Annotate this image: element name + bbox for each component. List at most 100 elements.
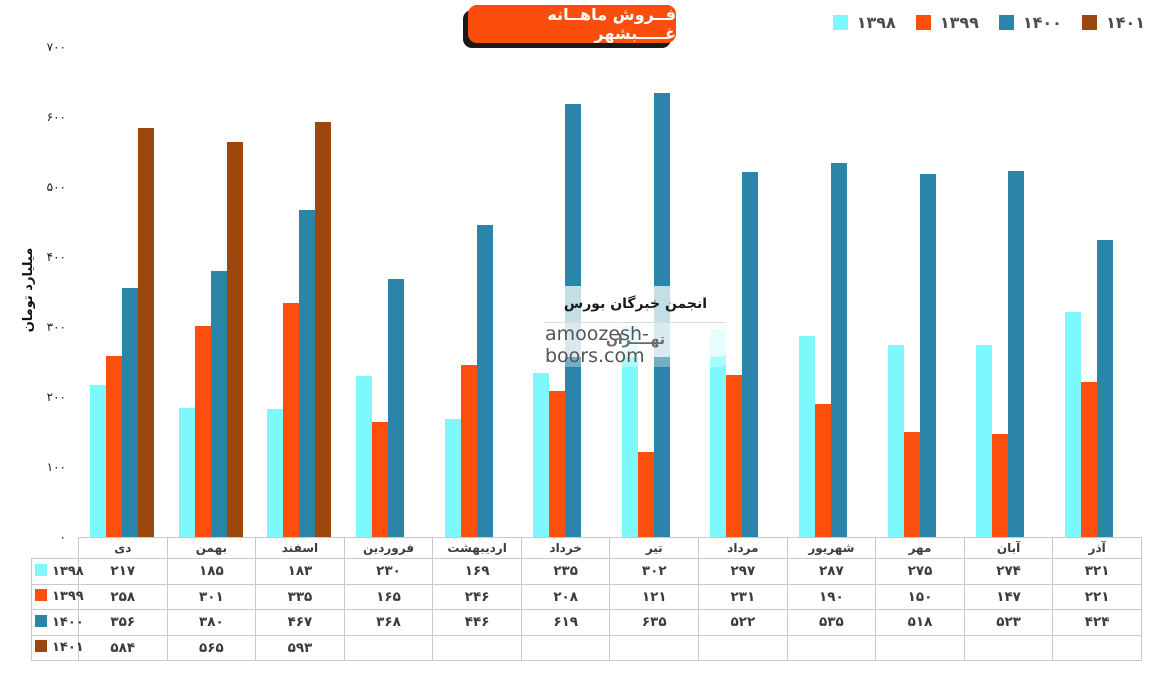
bar-۱۳۹۹-دی bbox=[106, 356, 123, 537]
table-cell: ۳۲۱ bbox=[1052, 558, 1142, 585]
table-cell: ۲۰۸ bbox=[520, 583, 611, 610]
bar-۱۳۹۹-مرداد bbox=[726, 375, 743, 537]
legend-swatch-icon bbox=[915, 15, 931, 30]
table-cell: ۳۰۱ bbox=[166, 583, 257, 610]
legend-label: ۱۳۹۹ bbox=[939, 13, 979, 32]
table-cell bbox=[963, 634, 1054, 661]
legend-swatch-icon bbox=[832, 15, 848, 30]
bar-۱۴۰۰-مرداد bbox=[742, 171, 759, 537]
table-cell: ۲۱۷ bbox=[78, 558, 168, 585]
bar-۱۴۰۰-شهریور bbox=[830, 162, 847, 537]
table-cell: ۱۶۹ bbox=[432, 558, 522, 585]
table-row: ۱۳۹۹ ۲۵۸ ۳۰۱ ۳۳۵ ۱۶۵ ۲۴۶ ۲۰۸ ۱۲۱ ۲۳۱ ۱۹۰ ۱۵۰ ۱۴۷ ۲۲۱ bbox=[31, 583, 1142, 610]
table-cell: ۲۵۸ bbox=[78, 583, 168, 610]
data-table: دی بهمن اسفند فروردین اردیبهشت خرداد تیر مرداد ش… bbox=[31, 537, 1142, 661]
watermark: انجمن خبرگان بورس تهــــران amoozesh-boo… bbox=[545, 286, 726, 367]
table-cell: ۵۳۵ bbox=[786, 609, 877, 636]
bar-۱۳۹۸-فروردین bbox=[356, 376, 373, 537]
y-axis-tick: ۰ bbox=[59, 530, 66, 544]
bar-۱۳۹۹-مهر bbox=[903, 432, 920, 537]
table-row: ۱۴۰۱ ۵۸۴ ۵۶۵ ۵۹۳ bbox=[31, 634, 1142, 661]
month-header-cell: شهریور bbox=[786, 537, 877, 559]
bar-۱۴۰۰-آبان bbox=[1008, 170, 1025, 537]
table-cell: ۲۹۷ bbox=[698, 558, 788, 585]
year-swatch-icon bbox=[35, 640, 47, 653]
legend-label: ۱۴۰۰ bbox=[1022, 13, 1062, 32]
watermark-line2: amoozesh-boors.com bbox=[545, 323, 726, 367]
table-cell: ۵۲۳ bbox=[963, 609, 1054, 636]
chart-title-text: فــروش ماهــانه غـــــبشهر bbox=[547, 5, 676, 43]
bar-۱۴۰۰-اردیبهشت bbox=[476, 224, 493, 537]
bar-۱۳۹۸-آبان bbox=[976, 345, 993, 537]
bar-۱۴۰۰-فروردین bbox=[388, 279, 405, 537]
month-header-cell: مهر bbox=[875, 537, 965, 559]
table-cell: ۳۳۵ bbox=[255, 583, 345, 610]
legend-item: ۱۳۹۹ bbox=[915, 13, 979, 32]
month-header-cell: تیر bbox=[609, 537, 700, 559]
table-cell: ۵۱۸ bbox=[875, 609, 965, 636]
bar-۱۳۹۹-آبان bbox=[992, 434, 1009, 537]
table-cell bbox=[432, 634, 522, 661]
legend-item: ۱۳۹۸ bbox=[832, 13, 896, 32]
y-axis-tick: ۱۰۰ bbox=[46, 460, 66, 474]
table-cell bbox=[698, 634, 788, 661]
table-cell: ۵۸۴ bbox=[78, 634, 168, 661]
table-cell: ۲۴۶ bbox=[432, 583, 522, 610]
y-axis-tick: ۲۰۰ bbox=[46, 390, 66, 404]
year-label: ۱۴۰۰ bbox=[52, 614, 84, 630]
bar-۱۳۹۹-بهمن bbox=[194, 326, 211, 537]
table-corner-cell bbox=[32, 538, 79, 559]
legend-item: ۱۴۰۱ bbox=[1081, 13, 1145, 32]
table-row: ۱۴۰۰ ۳۵۶ ۳۸۰ ۴۶۷ ۳۶۸ ۴۴۶ ۶۱۹ ۶۳۵ ۵۲۲ ۵۳۵ ۵۱۸ ۵۲۳ ۴۲۴ bbox=[31, 609, 1142, 636]
table-cell bbox=[343, 634, 434, 661]
legend-label: ۱۴۰۱ bbox=[1105, 13, 1145, 32]
year-swatch-icon bbox=[35, 563, 47, 576]
y-axis-tick: ۴۰۰ bbox=[46, 250, 66, 264]
table-cell bbox=[520, 634, 611, 661]
bar-۱۳۹۸-خرداد bbox=[533, 372, 550, 537]
month-header-cell: بهمن bbox=[166, 537, 257, 559]
month-header-cell: فروردین bbox=[343, 537, 434, 559]
table-cell: ۱۸۳ bbox=[255, 558, 345, 585]
table-cell: ۱۴۷ bbox=[963, 583, 1054, 610]
bar-۱۳۹۸-مهر bbox=[887, 344, 904, 537]
year-label: ۱۳۹۹ bbox=[52, 589, 84, 605]
bar-۱۳۹۸-تیر bbox=[621, 325, 638, 537]
table-header-row: دی بهمن اسفند فروردین اردیبهشت خرداد تیر مرداد ش… bbox=[32, 537, 1142, 559]
table-cell: ۵۹۳ bbox=[255, 634, 345, 661]
table-cell: ۲۷۴ bbox=[963, 558, 1054, 585]
table-cell bbox=[875, 634, 965, 661]
y-axis-tick: ۷۰۰ bbox=[46, 40, 66, 54]
bar-۱۳۹۹-اسفند bbox=[283, 302, 300, 537]
bar-۱۳۹۸-اسفند bbox=[267, 408, 284, 537]
month-header-cell: دی bbox=[78, 537, 168, 559]
table-cell: ۳۸۰ bbox=[166, 609, 257, 636]
table-cell: ۴۶۷ bbox=[255, 609, 345, 636]
table-cell: ۱۵۰ bbox=[875, 583, 965, 610]
table-cell bbox=[1052, 634, 1142, 661]
table-cell: ۵۶۵ bbox=[166, 634, 257, 661]
year-row-label: ۱۴۰۰ bbox=[31, 609, 84, 636]
table-cell: ۲۸۷ bbox=[786, 558, 877, 585]
year-swatch-icon bbox=[35, 614, 47, 627]
table-cell: ۳۵۶ bbox=[78, 609, 168, 636]
table-row: ۱۳۹۸ ۲۱۷ ۱۸۵ ۱۸۳ ۲۳۰ ۱۶۹ ۲۳۵ ۳۰۲ ۲۹۷ ۲۸۷ ۲۷۵ ۲۷۴ ۳۲۱ bbox=[31, 558, 1142, 585]
bar-۱۴۰۰-بهمن bbox=[210, 271, 227, 537]
chart-title: فــروش ماهــانه غـــــبشهر bbox=[468, 5, 676, 43]
y-axis-tick: ۵۰۰ bbox=[46, 180, 66, 194]
bar-۱۴۰۰-اسفند bbox=[299, 210, 316, 537]
year-row-label: ۱۳۹۸ bbox=[31, 558, 84, 585]
month-header-cell: اسفند bbox=[255, 537, 345, 559]
month-header-cell: آبان bbox=[963, 537, 1054, 559]
table-cell: ۴۲۴ bbox=[1052, 609, 1142, 636]
bar-۱۴۰۱-بهمن bbox=[226, 141, 243, 537]
month-header-cell: آذر bbox=[1052, 537, 1142, 559]
bar-۱۴۰۰-دی bbox=[122, 287, 139, 537]
table-cell: ۶۱۹ bbox=[520, 609, 611, 636]
table-cell: ۱۶۵ bbox=[343, 583, 434, 610]
bar-۱۳۹۹-خرداد bbox=[549, 391, 566, 537]
table-cell: ۲۷۵ bbox=[875, 558, 965, 585]
year-label: ۱۳۹۸ bbox=[52, 563, 84, 579]
table-cell bbox=[609, 634, 700, 661]
bar-۱۳۹۹-آذر bbox=[1080, 382, 1097, 537]
